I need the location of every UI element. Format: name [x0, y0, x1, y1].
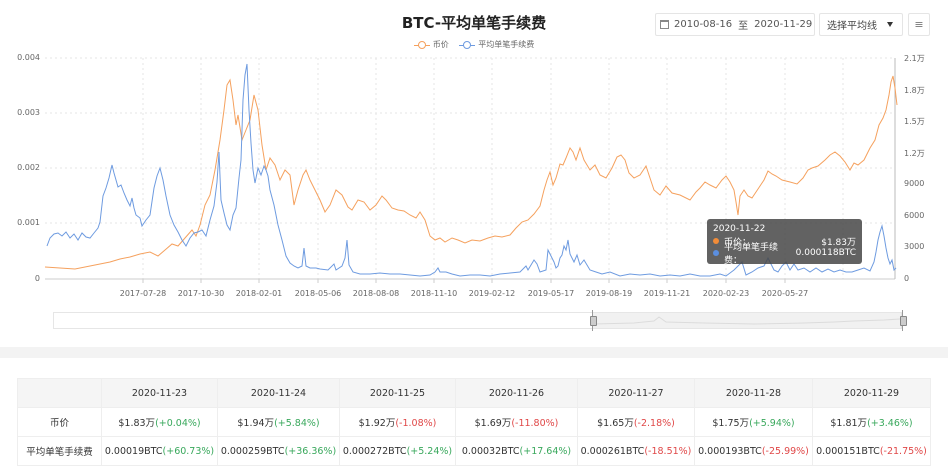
range-handle-right[interactable]	[900, 310, 907, 331]
chart-legend: 币价 平均单笔手续费	[0, 39, 948, 51]
table-cell: $1.69万(-11.80%)	[455, 407, 578, 437]
column-header: 2020-11-28	[694, 378, 813, 408]
chart-card: BTC-平均单笔手续费 币价 平均单笔手续费 2010-08-16 至 2020…	[0, 0, 948, 347]
x-tick-label: 2019-05-17	[527, 289, 575, 298]
column-header: 2020-11-26	[455, 378, 578, 408]
x-tick-label: 2019-02-12	[468, 289, 516, 298]
x-tick-label: 2019-08-19	[585, 289, 633, 298]
table-cell: 0.00032BTC(+17.64%)	[455, 436, 578, 466]
grid-lines	[45, 57, 895, 279]
table-header-row: 2020-11-23 2020-11-24 2020-11-25 2020-11…	[17, 378, 931, 408]
select-label: 选择平均线	[827, 21, 877, 32]
daily-data-table: 2020-11-23 2020-11-24 2020-11-25 2020-11…	[17, 378, 931, 466]
y-left-tick: 0.003	[17, 108, 40, 117]
x-tick-label: 2017-07-28	[119, 289, 167, 298]
table-row-price: 币价 $1.83万(+0.04%) $1.94万(+5.84%) $1.92万(…	[17, 407, 931, 437]
y-right-tick: 1.5万	[904, 117, 925, 126]
x-axis-ticks	[142, 279, 786, 283]
column-header: 2020-11-27	[577, 378, 695, 408]
y-right-tick: 3000	[904, 242, 925, 251]
range-handle-left[interactable]	[590, 310, 597, 331]
date-to: 2020-11-29	[754, 19, 813, 30]
column-header: 2020-11-25	[339, 378, 456, 408]
blue-dot-icon	[713, 250, 719, 256]
x-tick-label: 2020-05-27	[761, 289, 809, 298]
orange-dot-icon	[713, 238, 719, 244]
x-tick-label: 2018-05-06	[294, 289, 342, 298]
y-left-tick: 0	[34, 274, 40, 283]
series-price-line	[44, 75, 898, 270]
x-tick-label: 2018-11-10	[410, 289, 458, 298]
data-table-card: 2020-11-23 2020-11-24 2020-11-25 2020-11…	[0, 358, 948, 468]
date-from: 2010-08-16	[674, 19, 733, 30]
table-cell: 0.000259BTC(+36.36%)	[217, 436, 340, 466]
table-corner-cell	[17, 378, 102, 408]
table-cell: 0.000193BTC(-25.99%)	[694, 436, 813, 466]
date-separator: 至	[738, 21, 749, 32]
x-tick-label: 2019-11-21	[643, 289, 691, 298]
table-cell: $1.92万(-1.08%)	[339, 407, 456, 437]
y-left-tick: 0.001	[17, 218, 40, 227]
y-right-tick: 6000	[904, 211, 925, 220]
table-cell: 0.000261BTC(-18.51%)	[577, 436, 695, 466]
column-header: 2020-11-23	[101, 378, 218, 408]
x-tick-label: 2018-08-08	[352, 289, 400, 298]
caret-down-icon	[887, 22, 893, 27]
date-range-picker[interactable]: 2010-08-16 至 2020-11-29	[655, 13, 815, 36]
moving-average-select[interactable]: 选择平均线	[819, 13, 903, 36]
range-slider-preview	[593, 316, 901, 325]
x-tick-label: 2018-02-01	[235, 289, 283, 298]
chart-title: BTC-平均单笔手续费	[401, 14, 547, 32]
tooltip-date: 2020-11-22	[713, 224, 766, 234]
legend-marker-icon	[459, 40, 476, 49]
menu-icon: ≡	[914, 18, 924, 31]
x-tick-label: 2020-02-23	[702, 289, 750, 298]
x-tick-label: 2017-10-30	[177, 289, 225, 298]
row-label: 币价	[17, 407, 102, 437]
table-cell: $1.81万(+3.46%)	[812, 407, 931, 437]
table-cell: 0.000272BTC(+5.24%)	[339, 436, 456, 466]
y-right-tick: 1.8万	[904, 86, 925, 95]
tooltip-label: 币价：	[724, 237, 752, 248]
y-right-tick: 0	[904, 274, 910, 283]
range-selection-window[interactable]	[593, 313, 903, 328]
tooltip-label: 平均单笔手续费：	[723, 243, 778, 266]
table-cell: $1.83万(+0.04%)	[101, 407, 218, 437]
legend-label: 币价	[432, 40, 449, 49]
table-cell: $1.75万(+5.94%)	[694, 407, 813, 437]
table-cell: 0.00019BTC(+60.73%)	[101, 436, 218, 466]
table-cell: 0.000151BTC(-21.75%)	[812, 436, 931, 466]
tooltip-row-price: 币价： $1.83万	[713, 235, 856, 248]
table-row-fee: 平均单笔手续费 0.00019BTC(+60.73%) 0.000259BTC(…	[17, 436, 931, 466]
legend-item-price[interactable]: 币价	[413, 39, 449, 50]
y-left-tick: 0.004	[17, 53, 40, 62]
tooltip-value: $1.83万	[821, 237, 856, 248]
chart-tooltip: 2020-11-22 币价： $1.83万 平均单笔手续费： 0.000118B…	[707, 219, 862, 266]
menu-button[interactable]: ≡	[908, 13, 930, 36]
y-right-tick: 2.1万	[904, 54, 925, 63]
y-right-tick: 1.2万	[904, 149, 925, 158]
calendar-icon	[660, 20, 669, 29]
chart-plot[interactable]	[0, 0, 948, 347]
tooltip-value: 0.000118BTC	[795, 248, 856, 258]
table-cell: $1.94万(+5.84%)	[217, 407, 340, 437]
column-header: 2020-11-24	[217, 378, 340, 408]
row-label: 平均单笔手续费	[17, 436, 102, 466]
legend-label: 平均单笔手续费	[478, 40, 535, 49]
tooltip-row-fee: 平均单笔手续费： 0.000118BTC	[713, 243, 856, 266]
y-left-tick: 0.002	[17, 163, 40, 172]
range-slider[interactable]	[53, 310, 907, 331]
legend-item-fee[interactable]: 平均单笔手续费	[459, 39, 534, 50]
legend-marker-icon	[413, 40, 430, 49]
column-header: 2020-11-29	[812, 378, 931, 408]
y-right-tick: 9000	[904, 179, 925, 188]
table-cell: $1.65万(-2.18%)	[577, 407, 695, 437]
